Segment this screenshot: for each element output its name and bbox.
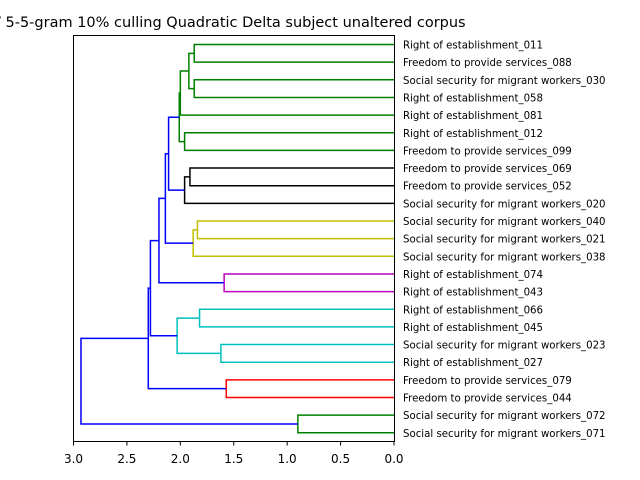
leaf-label: Right of establishment_081 bbox=[403, 111, 543, 122]
leaf-label: Freedom to provide services_079 bbox=[403, 376, 572, 387]
leaf-label: Right of establishment_027 bbox=[403, 358, 543, 369]
dendrogram-link bbox=[192, 229, 394, 258]
chart-title: / 5-5-gram 10% culling Quadratic Delta s… bbox=[0, 15, 466, 31]
dendrogram-link bbox=[297, 414, 394, 434]
dendrogram-link bbox=[167, 116, 185, 191]
dendrogram-link bbox=[196, 220, 394, 240]
dendrogram-link bbox=[158, 197, 225, 284]
leaf-label: Social security for migrant workers_021 bbox=[403, 235, 606, 246]
x-tick-label: 1.5 bbox=[224, 452, 243, 466]
leaf-label: Social security for migrant workers_030 bbox=[403, 76, 606, 87]
leaf-label: Freedom to provide services_099 bbox=[403, 146, 572, 157]
dendrogram-link bbox=[147, 287, 227, 390]
leaf-label: Social security for migrant workers_072 bbox=[403, 411, 606, 422]
leaf-label: Freedom to provide services_069 bbox=[403, 164, 572, 175]
x-axis: 3.0 2.5 2.0 1.5 1.0 0.5 0.0 bbox=[64, 441, 404, 466]
leaf-label: Right of establishment_066 bbox=[403, 305, 543, 316]
dendrogram-link bbox=[220, 343, 394, 363]
dendrogram-link bbox=[225, 379, 394, 399]
x-tick-label: 0.0 bbox=[384, 452, 403, 466]
leaf-label: Right of establishment_043 bbox=[403, 288, 543, 299]
x-tick-label: 2.0 bbox=[171, 452, 190, 466]
dendrogram-link bbox=[193, 43, 394, 63]
leaf-label: Right of establishment_011 bbox=[403, 41, 543, 52]
dendrogram-link bbox=[193, 79, 394, 99]
leaf-label: Right of establishment_058 bbox=[403, 93, 543, 104]
leaf-label: Right of establishment_045 bbox=[403, 323, 543, 334]
leaf-labels: Right of establishment_011 Freedom to pro… bbox=[403, 41, 606, 440]
dendrogram-link bbox=[179, 70, 394, 116]
dendrogram-link bbox=[164, 152, 194, 244]
x-tick-label: 1.0 bbox=[278, 452, 297, 466]
dendrogram-link bbox=[183, 176, 394, 205]
leaf-label: Right of establishment_012 bbox=[403, 129, 543, 140]
dendrogram-link bbox=[189, 167, 394, 187]
dendrogram-links bbox=[80, 43, 394, 434]
dendrogram-link bbox=[80, 337, 298, 425]
dendrogram-link bbox=[183, 132, 394, 152]
leaf-label: Right of establishment_074 bbox=[403, 270, 543, 281]
leaf-label: Social security for migrant workers_071 bbox=[403, 429, 606, 440]
leaf-label: Freedom to provide services_088 bbox=[403, 58, 572, 69]
dendrogram-link bbox=[188, 52, 195, 90]
leaf-label: Freedom to provide services_044 bbox=[403, 394, 572, 405]
leaf-label: Social security for migrant workers_023 bbox=[403, 341, 606, 352]
dendrogram-link bbox=[198, 308, 394, 328]
x-tick-label: 3.0 bbox=[64, 452, 83, 466]
dendrogram-link bbox=[149, 239, 178, 337]
x-tick-label: 0.5 bbox=[331, 452, 350, 466]
x-tick-label: 2.5 bbox=[117, 452, 136, 466]
leaf-label: Social security for migrant workers_020 bbox=[403, 199, 606, 210]
dendrogram-link bbox=[223, 273, 394, 293]
leaf-label: Social security for migrant workers_040 bbox=[403, 217, 606, 228]
leaf-label: Freedom to provide services_052 bbox=[403, 182, 572, 193]
leaf-label: Social security for migrant workers_038 bbox=[403, 252, 606, 263]
